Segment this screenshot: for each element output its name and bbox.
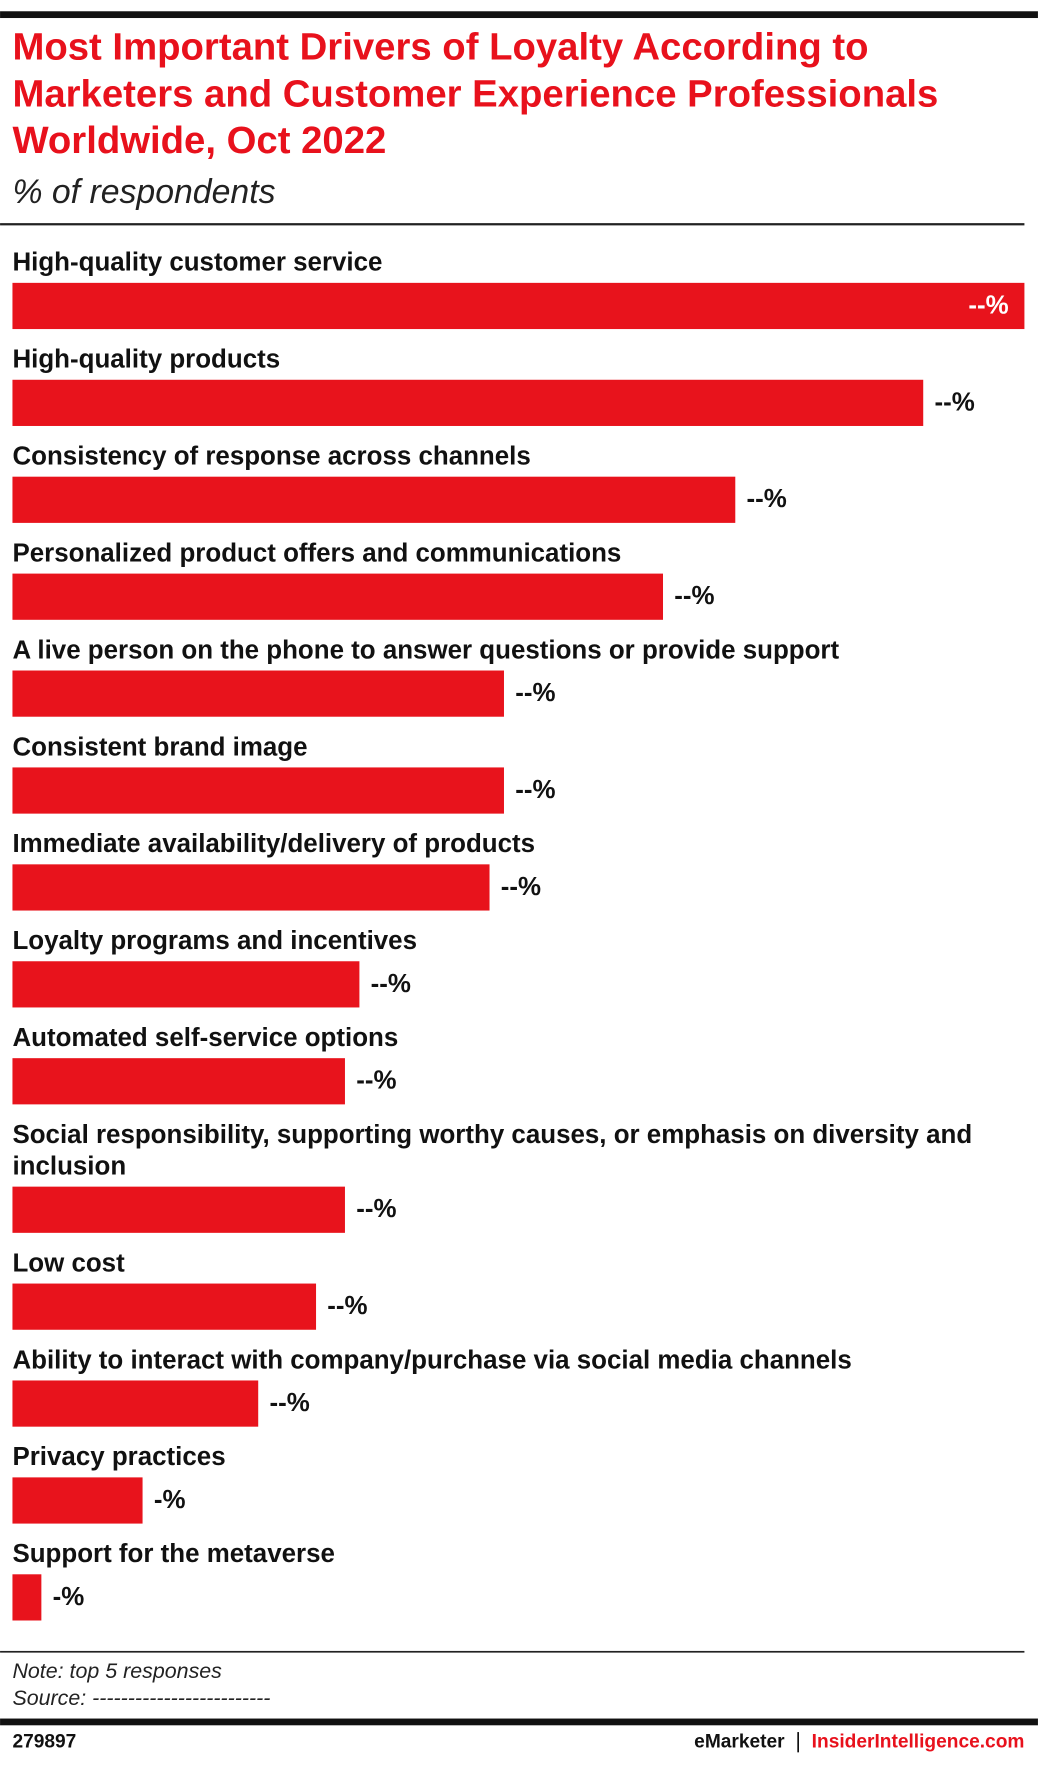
bar bbox=[12, 961, 360, 1008]
category-label: Support for the metaverse bbox=[12, 1540, 334, 1568]
chart-title: Most Important Drivers of Loyalty Accord… bbox=[12, 26, 949, 163]
bar bbox=[12, 1380, 259, 1427]
bar bbox=[12, 767, 504, 814]
rows: High-quality customer service --% High-qua… bbox=[12, 249, 1025, 1621]
value-label: --% bbox=[371, 970, 411, 998]
value-label: --% bbox=[501, 873, 541, 901]
top-rule bbox=[0, 11, 1038, 19]
chart-id: 279897 bbox=[12, 1731, 76, 1752]
source: Source: ------------------------- bbox=[12, 1686, 270, 1710]
category-label: High-quality customer service bbox=[12, 249, 382, 277]
bottom-rule bbox=[0, 1718, 1038, 1726]
value-label: --% bbox=[747, 485, 787, 513]
note: Note: top 5 responses bbox=[12, 1659, 222, 1683]
bar bbox=[12, 573, 664, 620]
category-label: Ability to interact with company/purchas… bbox=[12, 1346, 851, 1374]
bar bbox=[12, 1477, 143, 1524]
value-label: --% bbox=[269, 1389, 309, 1417]
value-label: --% bbox=[356, 1195, 396, 1223]
header-rule bbox=[0, 223, 1025, 226]
value-label: --% bbox=[327, 1292, 367, 1320]
value-label: --% bbox=[515, 679, 555, 707]
category-label: High-quality products bbox=[12, 345, 280, 373]
value-label: --% bbox=[934, 388, 974, 416]
bar bbox=[12, 379, 924, 426]
category-label: Consistency of response across channels bbox=[12, 442, 530, 470]
brand: eMarketer bbox=[694, 1731, 785, 1752]
category-label: Personalized product offers and communic… bbox=[12, 539, 621, 567]
site: InsiderIntelligence.com bbox=[812, 1731, 1025, 1752]
bar bbox=[12, 476, 736, 523]
category-label: Consistent brand image bbox=[12, 733, 307, 761]
note-rule bbox=[0, 1650, 1025, 1653]
category-label: Immediate availability/delivery of produ… bbox=[12, 830, 535, 858]
value-label: -% bbox=[53, 1583, 85, 1611]
value-label: --% bbox=[674, 582, 714, 610]
chart-subtitle: % of respondents bbox=[12, 173, 275, 211]
bar bbox=[12, 1574, 42, 1621]
bar bbox=[12, 670, 504, 717]
category-label: Low cost bbox=[12, 1249, 125, 1277]
category-label: Privacy practices bbox=[12, 1443, 225, 1471]
category-label: Automated self-service options bbox=[12, 1024, 398, 1052]
bar bbox=[12, 864, 490, 911]
category-label: A live person on the phone to answer que… bbox=[12, 636, 839, 664]
bar bbox=[12, 1058, 345, 1105]
value-label: -% bbox=[154, 1486, 186, 1514]
value-label: --% bbox=[968, 291, 1008, 319]
category-label: Social responsibility, supporting worthy… bbox=[12, 1121, 979, 1181]
category-label: Loyalty programs and incentives bbox=[12, 927, 417, 955]
value-label: --% bbox=[356, 1067, 396, 1095]
bar bbox=[12, 1283, 317, 1330]
bar bbox=[12, 1186, 345, 1233]
bar bbox=[12, 282, 1025, 330]
value-label: --% bbox=[515, 776, 555, 804]
